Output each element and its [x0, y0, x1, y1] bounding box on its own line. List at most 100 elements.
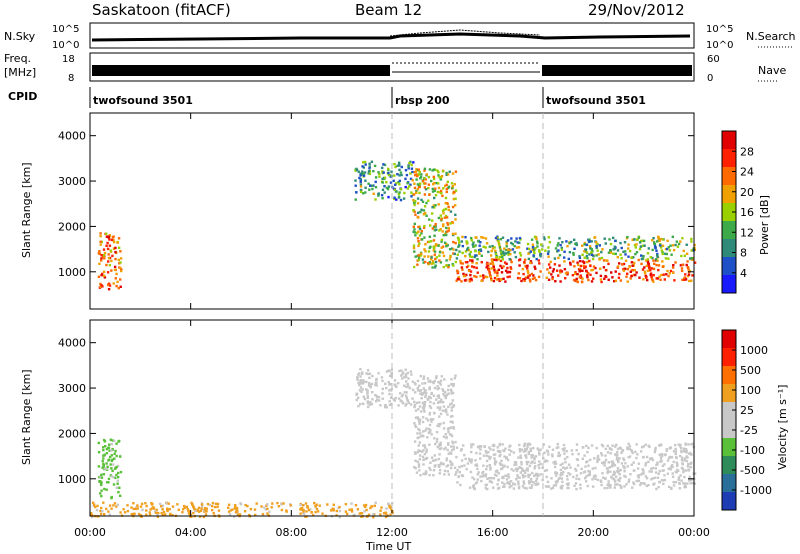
- data-cell: [438, 381, 442, 385]
- data-cell: [645, 477, 649, 480]
- data-cell: [362, 382, 365, 385]
- data-cell: [406, 187, 410, 190]
- data-cell: [122, 508, 125, 511]
- data-cell: [518, 241, 521, 244]
- data-cell: [433, 196, 436, 200]
- data-cell: [355, 191, 358, 194]
- data-cell: [650, 277, 654, 281]
- data-cell: [424, 389, 427, 392]
- data-cell: [682, 469, 685, 472]
- data-cell: [693, 261, 697, 264]
- data-cell: [394, 396, 397, 400]
- data-cell: [423, 255, 426, 258]
- data-cell: [622, 269, 626, 272]
- colorbar-cell: [722, 257, 736, 275]
- data-cell: [656, 240, 659, 243]
- data-cell: [641, 468, 644, 471]
- data-cell: [589, 264, 592, 268]
- data-cell: [565, 450, 568, 453]
- data-cell: [660, 249, 664, 252]
- data-cell: [418, 469, 421, 472]
- data-cell: [531, 471, 534, 475]
- data-cell: [611, 463, 614, 466]
- cpid-segment-label: twofsound 3501: [546, 94, 646, 107]
- data-cell: [569, 263, 572, 266]
- data-cell: [470, 277, 473, 280]
- data-cell: [589, 273, 592, 276]
- data-cell: [418, 191, 421, 195]
- y-tick-label: 3000: [58, 175, 86, 188]
- data-cell: [503, 455, 506, 458]
- data-cell: [435, 228, 438, 231]
- data-cell: [508, 483, 511, 486]
- data-cell: [640, 446, 644, 449]
- data-cell: [452, 448, 455, 451]
- data-cell: [657, 264, 661, 267]
- data-cell: [660, 237, 663, 241]
- data-cell: [418, 227, 422, 231]
- data-cell: [547, 263, 551, 266]
- data-cell: [569, 261, 572, 265]
- data-cell: [643, 266, 646, 269]
- data-cell: [667, 467, 670, 471]
- data-cell: [498, 243, 501, 246]
- data-cell: [419, 389, 423, 392]
- data-cell: [447, 442, 450, 445]
- data-cell: [430, 456, 434, 459]
- data-cell: [531, 484, 534, 487]
- data-cell: [574, 242, 577, 246]
- data-cell: [689, 466, 693, 469]
- data-cell: [423, 236, 426, 239]
- data-cell: [499, 259, 503, 263]
- data-cell: [502, 476, 505, 480]
- data-cell: [651, 466, 655, 470]
- data-cell: [362, 174, 366, 177]
- data-cell: [675, 471, 678, 474]
- data-cell: [440, 192, 443, 195]
- data-cell: [416, 202, 420, 205]
- data-cell: [436, 406, 439, 409]
- data-cell: [473, 487, 477, 491]
- data-cell: [505, 242, 508, 245]
- data-cell: [299, 508, 302, 511]
- data-cell: [601, 472, 604, 475]
- data-cell: [108, 443, 111, 446]
- data-cell: [443, 394, 446, 397]
- data-cell: [687, 452, 691, 455]
- data-cell: [690, 443, 693, 446]
- data-cell: [499, 463, 502, 466]
- data-cell: [439, 379, 443, 382]
- data-cell: [606, 483, 609, 486]
- data-cell: [521, 473, 525, 477]
- data-cell: [446, 230, 449, 233]
- data-cell: [446, 413, 449, 416]
- data-cell: [119, 511, 122, 514]
- data-cell: [517, 456, 520, 459]
- data-cell: [360, 512, 364, 515]
- data-cell: [381, 387, 384, 391]
- data-cell: [607, 262, 610, 266]
- data-cell: [432, 177, 436, 181]
- data-cell: [548, 240, 552, 244]
- data-cell: [680, 456, 684, 459]
- data-cell: [642, 456, 645, 459]
- data-cell: [233, 515, 236, 518]
- data-cell: [100, 259, 103, 262]
- noise-tick-left-top: 10^5: [52, 24, 79, 35]
- data-cell: [367, 182, 370, 185]
- data-cell: [374, 176, 378, 179]
- data-cell: [674, 447, 677, 451]
- data-cell: [446, 388, 450, 392]
- data-cell: [537, 275, 541, 279]
- data-cell: [368, 403, 372, 406]
- data-cell: [469, 255, 472, 258]
- data-cell: [519, 466, 522, 470]
- data-cell: [506, 481, 509, 485]
- data-cell: [598, 258, 601, 261]
- data-cell: [496, 483, 499, 486]
- data-cell: [650, 275, 653, 278]
- data-cell: [442, 421, 445, 425]
- data-cell: [497, 258, 501, 261]
- data-cell: [417, 240, 420, 243]
- data-cell: [653, 245, 657, 248]
